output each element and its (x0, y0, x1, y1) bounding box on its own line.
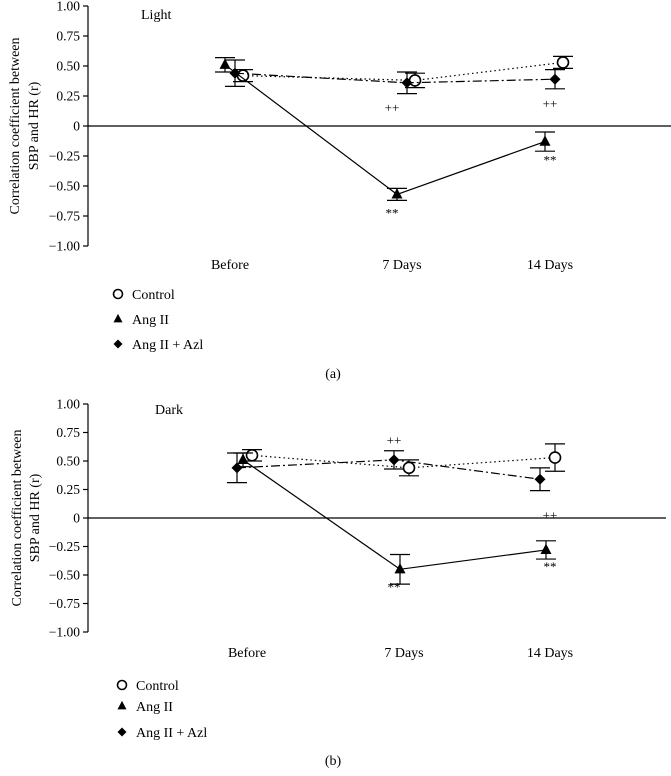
legend-marker-circle-open (112, 288, 124, 300)
data-point-diamond (534, 473, 546, 485)
significance-annotation: ** (386, 205, 399, 220)
significance-annotation: ** (544, 559, 557, 574)
y-tick-label: 1.00 (56, 0, 80, 14)
panel-label: (a) (325, 367, 341, 382)
y-tick-label: 1.00 (56, 397, 80, 412)
legend-label: Ang II (136, 700, 173, 715)
data-point-diamond (401, 77, 413, 89)
legend-label: Control (136, 679, 179, 694)
x-category-label: 14 Days (527, 646, 573, 661)
panel-label: (b) (325, 754, 342, 769)
data-point-circle-open (402, 461, 416, 475)
data-point-triangle (539, 135, 551, 146)
data-point-diamond (549, 73, 561, 85)
y-tick-label: 0.75 (56, 29, 80, 44)
y-tick-label: 0.25 (56, 89, 80, 104)
x-category-label: 7 Days (382, 258, 421, 273)
y-tick-label: 0.75 (56, 425, 80, 440)
y-axis-label-line-1: Correlation coefficient between (8, 38, 23, 215)
y-tick-label: 0 (73, 511, 80, 526)
x-category-label: 7 Days (384, 646, 423, 661)
data-point-triangle (391, 188, 403, 199)
legend-marker-triangle (117, 700, 127, 710)
y-tick-label: −1.00 (49, 239, 80, 254)
y-axis-label-line-2: SBP and HR (r) (28, 473, 43, 562)
chart-title: Dark (155, 403, 183, 418)
chart-panel-a: 1.00 0.75 0.50 0.25 0 −0.25 −0.50 −0.75 −1.00 Cor… (8, 0, 671, 382)
y-tick-label: 0.50 (56, 59, 80, 74)
significance-annotation: ** (544, 153, 557, 168)
y-tick-label: −1.00 (49, 625, 80, 640)
x-category-label: 14 Days (527, 258, 573, 273)
data-point-circle-open (548, 451, 562, 464)
data-point-triangle (237, 453, 249, 464)
data-point-circle-open (245, 448, 259, 462)
y-tick-label: −0.75 (49, 209, 80, 224)
y-axis-label-line-2: SBP and HR (r) (27, 81, 42, 170)
legend-label: Ang II (132, 313, 169, 328)
legend-marker-diamond (113, 339, 123, 349)
significance-annotation: ** (388, 579, 401, 594)
series-line-diamond (234, 72, 556, 84)
data-point-triangle (219, 58, 231, 69)
data-point-diamond (231, 462, 243, 474)
x-category-label: Before (211, 258, 249, 273)
y-tick-label: −0.50 (49, 179, 80, 194)
y-tick-label: 0.25 (56, 482, 80, 497)
series-line-triangle (242, 459, 547, 570)
y-axis-label-2: SBP and HR (r) (27, 81, 42, 170)
y-tick-label: −0.25 (49, 149, 80, 164)
y-axis-label-2: SBP and HR (r) (28, 473, 43, 562)
data-point-circle-open (556, 56, 570, 69)
series-line-triangle (224, 64, 546, 196)
chart-panel-b: 1.00 0.75 0.50 0.25 0 −0.25 −0.50 −0.75 −1.00 Cor… (10, 397, 666, 769)
y-tick-label: −0.50 (49, 568, 80, 583)
y-tick-label: −0.75 (49, 596, 80, 611)
data-point-triangle (394, 562, 406, 574)
significance-annotation: ++ (385, 100, 400, 115)
x-category-label: Before (228, 646, 266, 661)
significance-annotation: ++ (543, 96, 558, 111)
y-tick-label: −0.25 (49, 539, 80, 554)
legend-label: Ang II + Azl (136, 726, 207, 741)
y-axis-label: Correlation coefficient between (8, 38, 23, 215)
chart-title: Light (141, 8, 171, 23)
legend-marker-triangle (113, 313, 123, 323)
significance-annotation: ++ (543, 508, 558, 523)
y-tick-label: 0.50 (56, 454, 80, 469)
legend-marker-diamond (117, 727, 127, 737)
data-point-triangle (540, 543, 552, 555)
y-tick-label: 0 (73, 119, 80, 134)
y-axis-label-line-1: Correlation coefficient between (10, 430, 25, 607)
legend-label: Control (132, 288, 175, 303)
data-point-diamond (388, 454, 400, 466)
legend-marker-circle-open (116, 679, 128, 691)
legend-label: Ang II + Azl (132, 338, 203, 353)
data-point-circle-open (408, 74, 422, 87)
y-axis-label: Correlation coefficient between (10, 430, 25, 607)
significance-annotation: ++ (387, 432, 402, 447)
data-point-diamond (229, 67, 241, 79)
